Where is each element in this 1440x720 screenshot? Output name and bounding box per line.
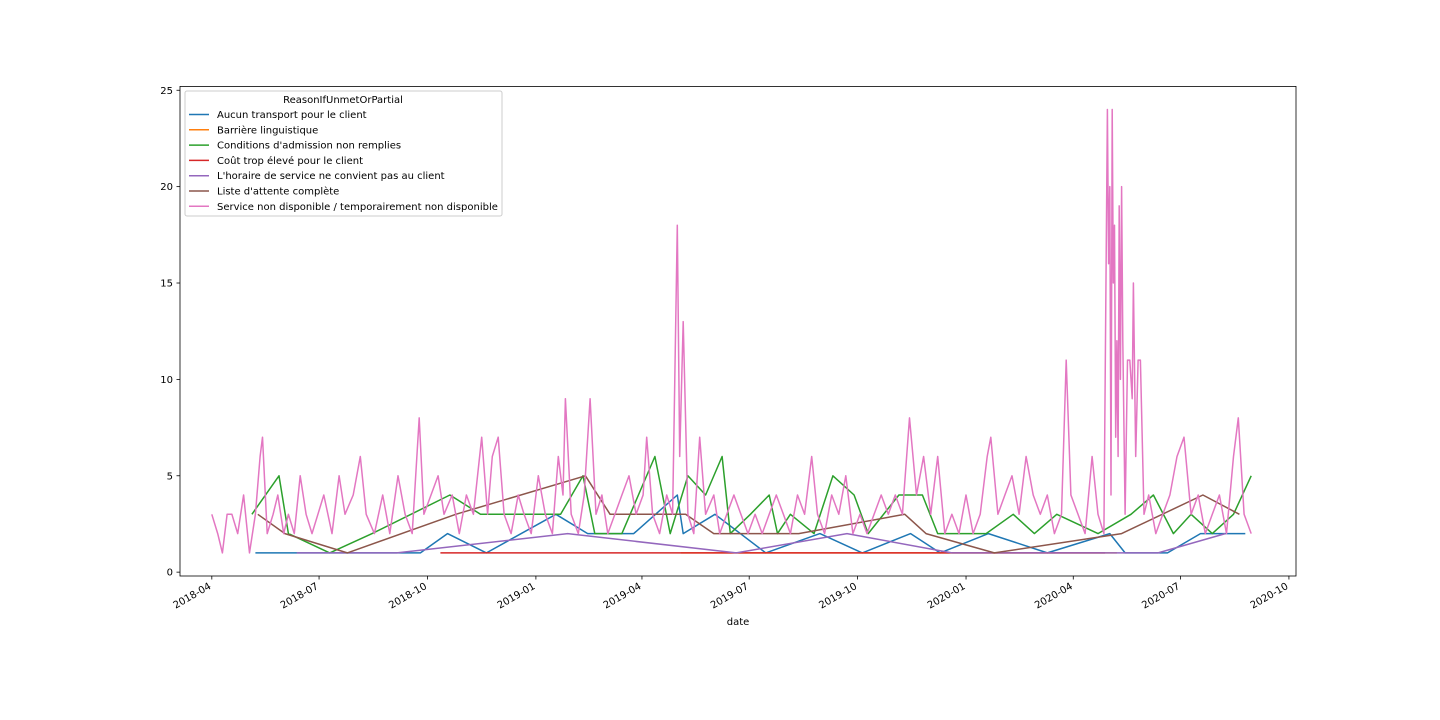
x-tick-label: 2020-07 xyxy=(1140,581,1182,611)
y-tick-label: 25 xyxy=(160,86,173,97)
x-axis-title: date xyxy=(727,617,750,628)
legend-label: Aucun transport pour le client xyxy=(217,110,367,121)
x-tick-label: 2018-04 xyxy=(172,581,214,611)
x-tick-label: 2019-01 xyxy=(496,581,538,611)
legend-box xyxy=(184,90,503,217)
series-line-3 xyxy=(251,455,1252,554)
series-line-6 xyxy=(257,475,1240,554)
x-tick-label: 2018-10 xyxy=(387,581,429,611)
legend-label: Barrière linguistique xyxy=(217,124,318,136)
legend-label: Conditions d'admission non remplies xyxy=(217,141,401,152)
y-tick-label: 10 xyxy=(160,375,173,386)
y-tick-label: 20 xyxy=(160,182,173,193)
legend: ReasonIfUnmetOrPartial Aucun transport p… xyxy=(184,90,503,217)
series-line-1 xyxy=(255,494,1246,554)
legend-items: Aucun transport pour le client Barrière l… xyxy=(189,110,498,213)
series-line-7 xyxy=(211,108,1252,554)
series-layer xyxy=(211,108,1252,554)
x-tick-label: 2020-04 xyxy=(1033,581,1075,611)
legend-title: ReasonIfUnmetOrPartial xyxy=(283,95,403,106)
x-tick-label: 2020-01 xyxy=(926,581,968,611)
legend-label: Liste d'attente complète xyxy=(217,186,339,198)
x-tick-label: 2018-07 xyxy=(279,581,321,611)
x-tick-label: 2019-07 xyxy=(709,581,751,611)
y-tick-label: 0 xyxy=(167,568,173,579)
x-tick-label: 2020-10 xyxy=(1249,581,1291,611)
legend-label: Coût trop élevé pour le client xyxy=(217,155,363,167)
x-tick-label: 2019-04 xyxy=(602,581,644,611)
x-tick-label: 2019-10 xyxy=(817,581,859,611)
legend-label: L'horaire de service ne convient pas au … xyxy=(217,171,445,182)
y-tick-label: 5 xyxy=(167,471,173,482)
legend-label: Service non disponible / temporairement … xyxy=(217,202,498,213)
plot-frame xyxy=(179,86,1297,577)
y-axis: 0 5 10 15 20 25 xyxy=(160,86,180,579)
series-line-5 xyxy=(296,532,1226,554)
y-tick-label: 15 xyxy=(160,279,173,290)
x-axis: 2018-04 2018-07 2018-10 2019-01 2019-04 2019-… xyxy=(172,576,1291,611)
